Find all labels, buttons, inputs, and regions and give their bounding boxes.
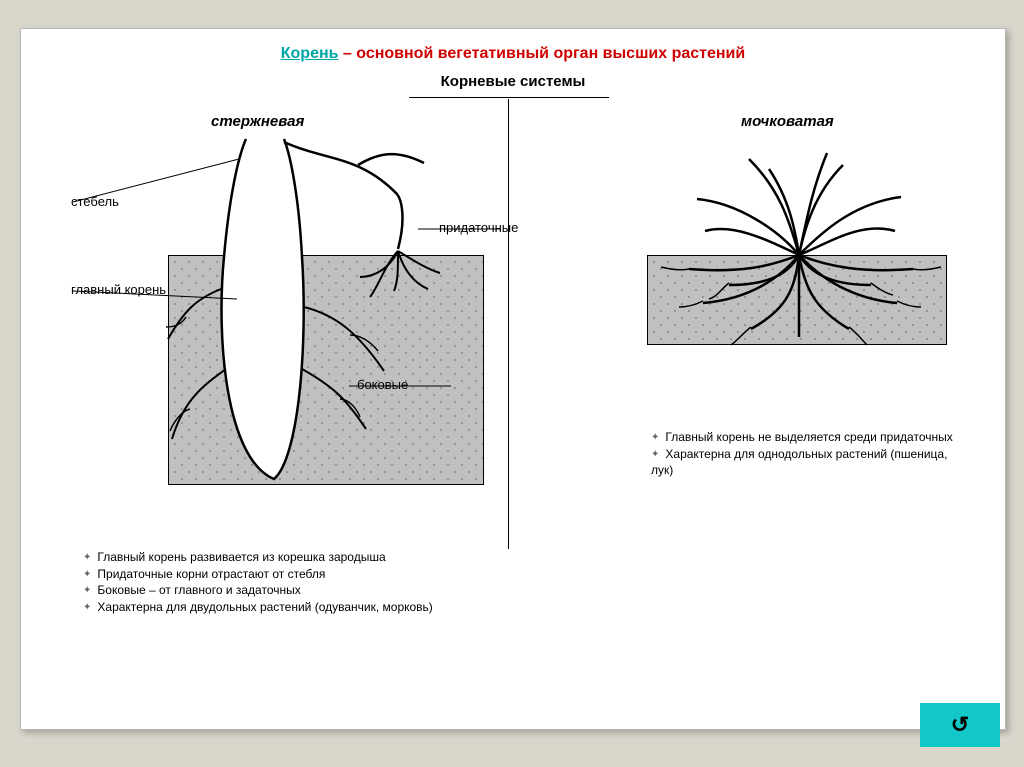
left-note-3: Характерна для двудольных растений (одув… [97,600,432,614]
fibrous-root-drawing [639,159,959,369]
slide-stage: Корень – основной вегетативный орган выс… [20,28,1006,730]
bullet-icon: ✦ [83,552,91,563]
left-note-2: Боковые – от главного и задаточных [97,583,300,597]
bullet-icon: ✦ [83,569,91,580]
bullet-icon: ✦ [651,432,659,443]
bullet-icon: ✦ [83,602,91,613]
back-button[interactable]: ↺ [920,703,1000,747]
bullet-icon: ✦ [83,585,91,596]
left-notes: ✦ Главный корень развивается из корешка з… [83,549,433,615]
label-main-root: главный корень [71,282,166,297]
right-note-0: Главный корень не выделяется среди прида… [665,430,952,444]
left-note-1: Придаточные корни отрастают от стебля [97,567,325,581]
bullet-icon: ✦ [651,449,659,460]
right-note-1: Характерна для однодольных растений (пше… [651,447,947,478]
left-note-0: Главный корень развивается из корешка за… [97,550,385,564]
right-notes: ✦ Главный корень не выделяется среди прид… [651,429,961,478]
right-type-label: мочковатая [741,113,834,130]
label-adventitious: придаточные [439,220,518,235]
return-arrow-icon: ↺ [951,712,969,738]
label-stem: стебель [71,194,119,209]
label-lateral: боковые [357,377,408,392]
